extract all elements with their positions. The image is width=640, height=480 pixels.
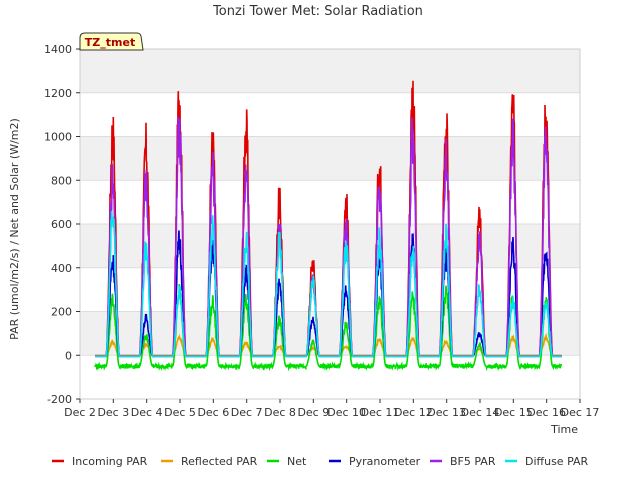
x-tick-label: Dec 17 [561, 406, 600, 419]
x-tick-label: Dec 10 [327, 406, 366, 419]
legend-label: Pyranometer [349, 455, 421, 468]
legend: Incoming PAR Reflected PAR Net Pyranometer B… [52, 455, 589, 468]
y-tick-label: 1400 [44, 43, 72, 56]
x-tick-label: Dec 9 [297, 406, 329, 419]
y-tick-label: 800 [51, 174, 72, 187]
plot-band [80, 136, 580, 181]
x-tick-label: Dec 2 [64, 406, 96, 419]
x-tick-label: Dec 16 [527, 406, 566, 419]
x-axis-title: Time [550, 423, 578, 436]
x-tick-label: Dec 4 [131, 406, 163, 419]
x-axis-ticks: Dec 2 Dec 3 Dec 4 Dec 5 Dec 6 Dec 7 Dec 8 Dec 9… [64, 399, 599, 419]
plot-band [80, 49, 580, 93]
x-tick-label: Dec 11 [361, 406, 400, 419]
x-tick-label: Dec 13 [427, 406, 466, 419]
site-label-badge: TZ_tmet [79, 32, 144, 51]
series-line-diffuse-par [95, 210, 562, 358]
plot-bands [80, 49, 580, 356]
x-tick-label: Dec 5 [164, 406, 196, 419]
legend-label: Diffuse PAR [525, 455, 589, 468]
plot-band [80, 311, 580, 356]
y-axis-ticks: -200 0 200 400 600 800 1000 1200 1400 [44, 43, 80, 406]
site-label-text: TZ_tmet [85, 36, 135, 49]
y-tick-label: 1000 [44, 131, 72, 144]
legend-label: Net [287, 455, 307, 468]
plot-band [80, 224, 580, 268]
legend-label: Reflected PAR [181, 455, 258, 468]
x-tick-label: Dec 6 [197, 406, 229, 419]
x-tick-label: Dec 7 [231, 406, 263, 419]
y-tick-label: 1200 [44, 87, 72, 100]
x-tick-label: Dec 3 [97, 406, 129, 419]
y-tick-label: 0 [65, 349, 72, 362]
series-group [94, 80, 563, 372]
y-axis-title: PAR (umol/m2/s) / Net and Solar (W/m2) [8, 118, 21, 340]
x-tick-label: Dec 14 [461, 406, 500, 419]
x-tick-label: Dec 15 [494, 406, 533, 419]
y-tick-label: 600 [51, 218, 72, 231]
series-line-net [94, 283, 563, 372]
y-tick-label: 200 [51, 306, 72, 319]
y-tick-label: 400 [51, 262, 72, 275]
legend-label: Incoming PAR [72, 455, 148, 468]
y-tick-label: -200 [47, 393, 72, 406]
legend-label: BF5 PAR [450, 455, 496, 468]
chart-title: Tonzi Tower Met: Solar Radiation [212, 4, 423, 19]
x-tick-label: Dec 12 [394, 406, 433, 419]
x-tick-label: Dec 8 [264, 406, 296, 419]
